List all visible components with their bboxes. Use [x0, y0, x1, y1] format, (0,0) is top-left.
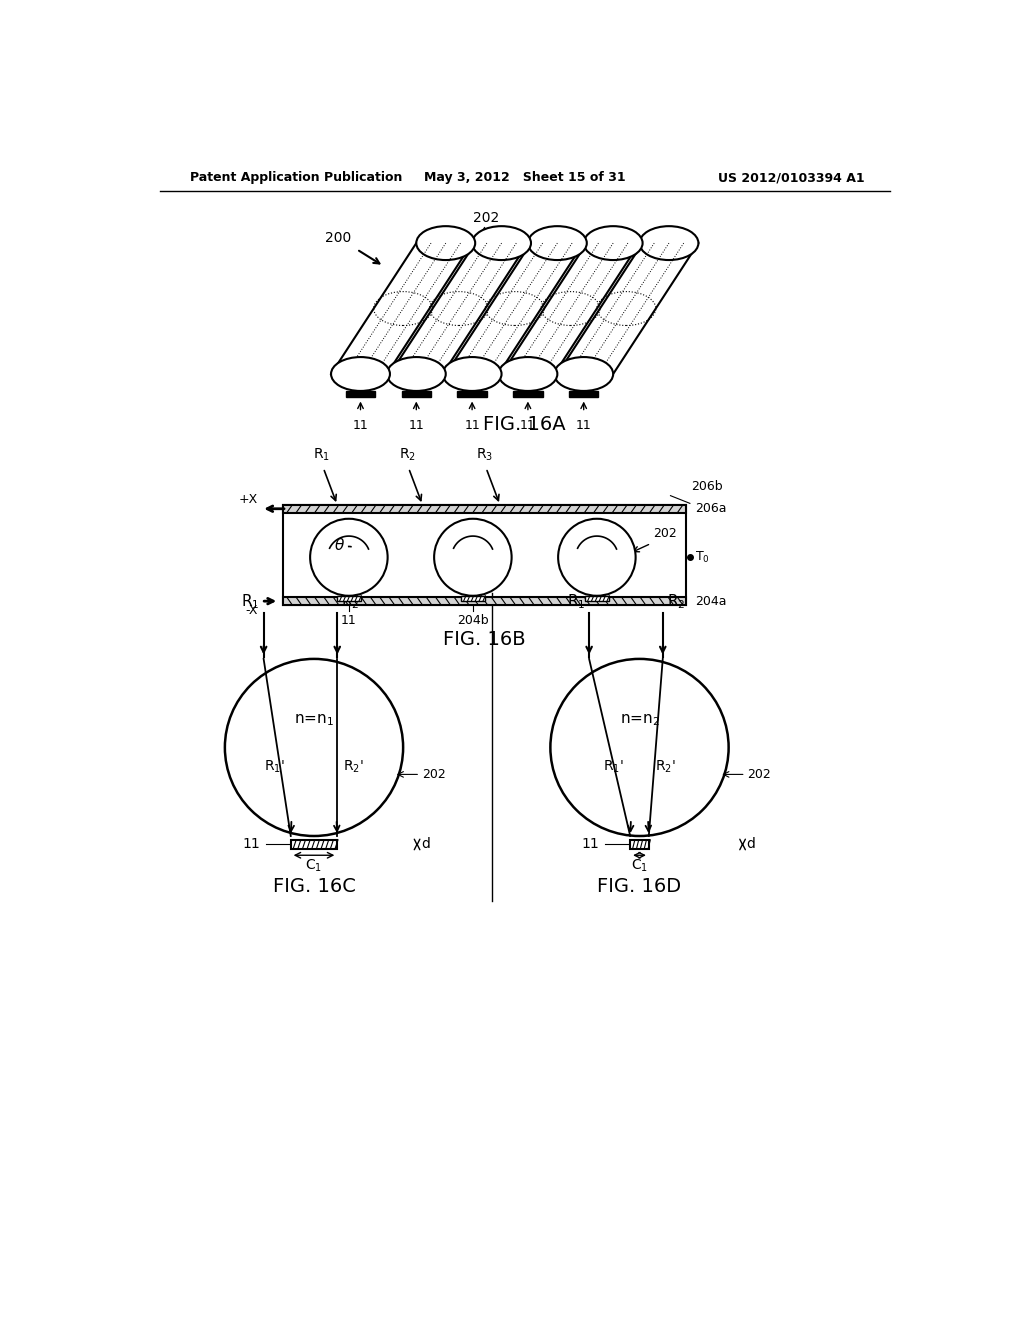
Bar — [513, 391, 543, 397]
Text: 204a: 204a — [695, 594, 727, 607]
Ellipse shape — [640, 226, 698, 260]
Ellipse shape — [554, 356, 613, 391]
Text: R$_1$': R$_1$' — [603, 759, 624, 775]
Text: 202: 202 — [473, 211, 499, 226]
Text: R$_1$': R$_1$' — [264, 759, 285, 775]
Text: R$_3$: R$_3$ — [476, 446, 494, 462]
Text: 11: 11 — [520, 418, 536, 432]
Text: $\theta$: $\theta$ — [334, 537, 345, 553]
Text: R$_1$: R$_1$ — [313, 446, 331, 462]
Bar — [283, 506, 686, 512]
Text: 11: 11 — [352, 418, 369, 432]
Bar — [283, 597, 686, 605]
Text: R$_2$': R$_2$' — [343, 759, 365, 775]
Bar — [291, 840, 337, 849]
Text: +X: +X — [239, 492, 258, 506]
Text: FIG. 16A: FIG. 16A — [483, 414, 566, 433]
Ellipse shape — [331, 356, 390, 391]
Text: 11: 11 — [242, 837, 260, 851]
Text: n=n$_1$: n=n$_1$ — [294, 713, 334, 729]
Text: 202: 202 — [748, 768, 771, 781]
Text: -X: -X — [246, 605, 258, 618]
Text: R$_2$': R$_2$' — [655, 759, 676, 775]
Text: d: d — [746, 837, 756, 851]
Text: US 2012/0103394 A1: US 2012/0103394 A1 — [718, 172, 864, 185]
Bar — [630, 840, 649, 849]
Text: d: d — [421, 837, 430, 851]
Bar — [401, 391, 431, 397]
Text: R$_1$: R$_1$ — [566, 593, 586, 611]
Text: R$_2$: R$_2$ — [398, 446, 416, 462]
Bar — [337, 595, 360, 601]
Bar — [586, 595, 608, 601]
Text: n=n$_2$: n=n$_2$ — [620, 713, 659, 729]
Circle shape — [310, 519, 388, 595]
Text: R$_2$: R$_2$ — [667, 593, 685, 611]
Text: C$_1$: C$_1$ — [305, 858, 323, 874]
Circle shape — [558, 519, 636, 595]
Text: 204b: 204b — [457, 614, 488, 627]
Ellipse shape — [387, 356, 445, 391]
Bar — [283, 504, 686, 605]
Text: 206b: 206b — [691, 480, 723, 494]
Bar — [458, 391, 486, 397]
Text: R$_1$: R$_1$ — [242, 593, 260, 611]
Ellipse shape — [499, 356, 557, 391]
Text: FIG. 16B: FIG. 16B — [443, 630, 525, 649]
Circle shape — [550, 659, 729, 836]
Text: 11: 11 — [409, 418, 424, 432]
Bar — [569, 391, 598, 397]
Text: R$_2$: R$_2$ — [341, 593, 359, 611]
Text: Patent Application Publication: Patent Application Publication — [190, 172, 402, 185]
Text: 11: 11 — [341, 614, 356, 627]
Text: FIG. 16C: FIG. 16C — [272, 876, 355, 895]
Text: 206a: 206a — [695, 502, 727, 515]
Ellipse shape — [584, 226, 643, 260]
Bar — [346, 391, 375, 397]
Text: May 3, 2012   Sheet 15 of 31: May 3, 2012 Sheet 15 of 31 — [424, 172, 626, 185]
Text: FIG. 16D: FIG. 16D — [597, 876, 682, 895]
Ellipse shape — [528, 226, 587, 260]
Text: 200: 200 — [325, 231, 351, 244]
Ellipse shape — [442, 356, 502, 391]
Text: 11: 11 — [582, 837, 599, 851]
Text: T$_0$: T$_0$ — [695, 549, 710, 565]
Text: 11: 11 — [464, 418, 480, 432]
Circle shape — [225, 659, 403, 836]
Ellipse shape — [472, 226, 531, 260]
Circle shape — [434, 519, 512, 595]
Text: C$_1$: C$_1$ — [631, 858, 648, 874]
Text: 202: 202 — [653, 527, 677, 540]
Ellipse shape — [417, 226, 475, 260]
Bar — [461, 595, 484, 601]
Text: 202: 202 — [422, 768, 445, 781]
Text: 11: 11 — [575, 418, 592, 432]
